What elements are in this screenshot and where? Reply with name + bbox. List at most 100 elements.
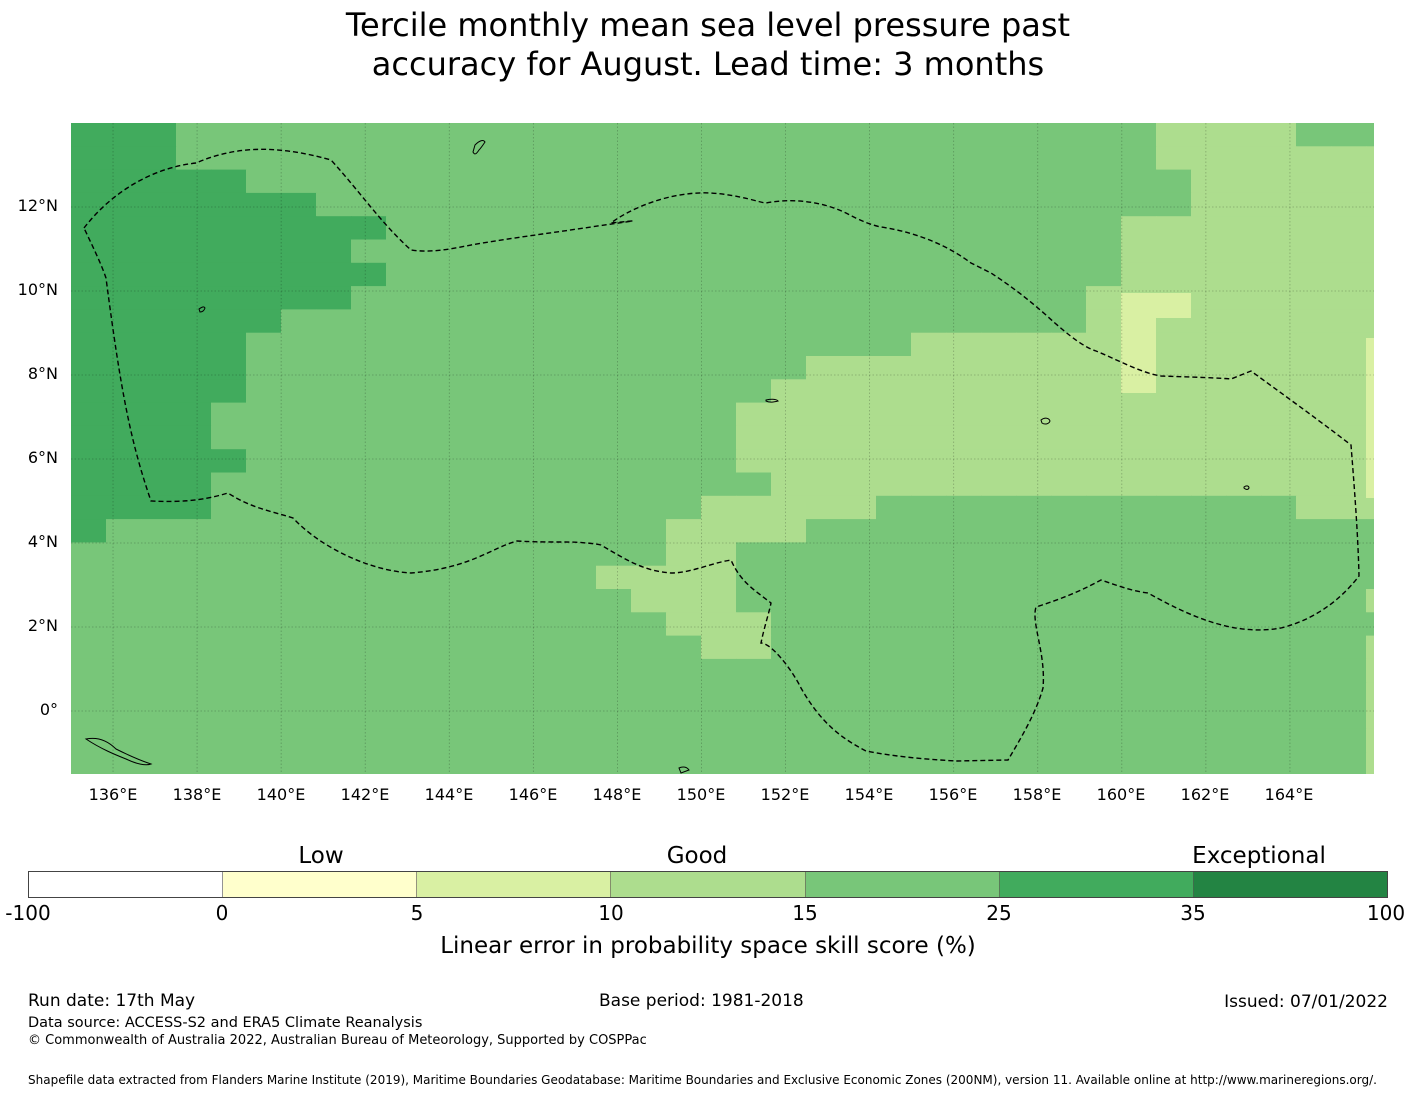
skill-cell [1191,635,1227,660]
skill-cell [806,635,842,660]
skill-cell [281,495,317,520]
island-palau [198,306,206,313]
skill-cell [876,216,912,240]
skill-cell [281,123,317,147]
skill-cell [841,192,877,217]
skill-cell [701,262,737,287]
skill-cell [421,379,457,404]
skill-cell [316,332,352,357]
category-label-low: Low [298,843,344,869]
skill-cell [946,635,982,660]
skill-cell [631,589,667,613]
skill-cell [211,379,247,404]
skill-cell [526,705,562,730]
skill-cell [211,728,247,753]
skill-cell [421,472,457,497]
skill-cell [1226,519,1262,543]
skill-cell [1366,169,1374,194]
skill-cell [841,658,877,683]
skill-cell [946,495,982,520]
skill-cell [1296,565,1332,590]
skill-cell [1261,752,1297,774]
skill-cell [701,519,737,543]
skill-cell [1226,216,1262,240]
skill-cell [1331,728,1367,753]
skill-cell [736,612,772,637]
skill-cell [1261,262,1297,287]
map-canvas [71,123,1374,774]
skill-cell [176,123,212,147]
skill-cell [106,169,142,194]
skill-cell [1331,472,1367,497]
skill-cell [1296,705,1332,730]
skill-cell [596,262,632,287]
skill-cell [71,472,107,497]
skill-cell [141,589,177,613]
skill-cell [351,705,387,730]
skill-cell [946,728,982,753]
skill-cell [211,752,247,774]
skill-cell [596,449,632,473]
skill-cell [876,262,912,287]
skill-cell [1086,239,1122,264]
skill-cell [946,425,982,450]
skill-cell [561,589,597,613]
skill-cell [946,309,982,334]
skill-cell [1086,146,1122,171]
skill-cell [1121,682,1157,706]
skill-cell [1051,309,1087,334]
skill-cell [1296,123,1332,147]
lon-label-160: 160°E [1096,785,1146,804]
skill-cell [631,658,667,683]
skill-cell [421,146,457,171]
skill-cell [1156,216,1192,240]
skill-cell [736,239,772,264]
skill-cell [176,565,212,590]
skill-cell [526,589,562,613]
skill-cell [316,192,352,217]
skill-cell [666,239,702,264]
skill-cell [1121,449,1157,473]
skill-cell [421,402,457,427]
skill-cell [771,192,807,217]
skill-cell [281,332,317,357]
skill-cell [1366,519,1374,543]
skill-cell [701,565,737,590]
skill-cell [246,216,282,240]
skill-cell [71,425,107,450]
skill-cell [141,728,177,753]
skill-cell [1086,589,1122,613]
skill-cell [771,309,807,334]
skill-cell [141,472,177,497]
skill-cell [1191,612,1227,637]
skill-cell [736,192,772,217]
skill-cell [421,192,457,217]
skill-cell [981,589,1017,613]
skill-cell [211,495,247,520]
skill-cell [456,309,492,334]
skill-cell [806,309,842,334]
skill-cell [386,752,422,774]
skill-cell [526,542,562,567]
skill-cell [1226,752,1262,774]
skill-cell [561,705,597,730]
skill-cell [351,425,387,450]
skill-cell [771,565,807,590]
skill-cell [806,565,842,590]
skill-cell [176,169,212,194]
skill-cell [316,682,352,706]
skill-cell [246,542,282,567]
skill-cell [666,192,702,217]
skill-cell [281,519,317,543]
skill-cell [421,635,457,660]
skill-cell [211,542,247,567]
skill-cell [456,262,492,287]
skill-cell [631,728,667,753]
skill-cell [1191,239,1227,264]
skill-cell [736,402,772,427]
skill-cell [281,309,317,334]
skill-cell [1261,705,1297,730]
skill-cell [1191,495,1227,520]
skill-cell [946,239,982,264]
chart-title: Tercile monthly mean sea level pressure … [0,6,1416,84]
